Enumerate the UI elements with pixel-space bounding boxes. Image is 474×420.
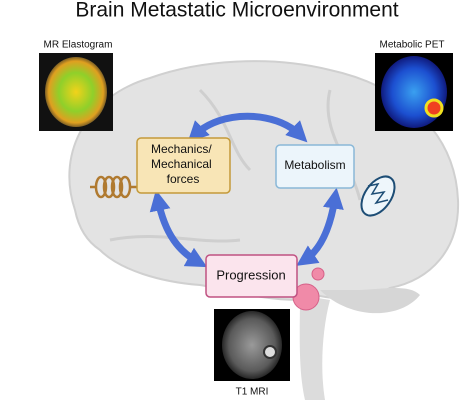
node-label: Metabolism	[284, 158, 345, 172]
node-line: forces	[167, 172, 200, 186]
node-label: Progression	[216, 267, 285, 282]
node-box	[205, 254, 298, 298]
node-box	[136, 137, 231, 194]
arrow	[187, 112, 308, 143]
arrows	[149, 112, 344, 268]
node-box	[275, 144, 355, 189]
pet-hotspot	[424, 98, 444, 118]
mri-lesion	[263, 345, 277, 359]
pet-brain	[381, 56, 447, 128]
arrow	[149, 189, 208, 268]
node-line: Mechanics/	[151, 142, 212, 156]
node-line: Mechanical	[151, 157, 212, 171]
image-label: T1 MRI	[236, 387, 269, 398]
arrow	[296, 187, 344, 266]
image-label: Metabolic PET	[379, 40, 444, 51]
elastogram-brain	[45, 57, 107, 127]
tumor-icon	[292, 267, 325, 311]
node-label: Mechanics/ Mechanical forces	[151, 142, 215, 186]
title: Brain Metastatic Microenvironment	[75, 0, 398, 22]
mri-brain	[222, 311, 282, 379]
spring-icon	[90, 175, 138, 199]
mitochondrion-icon	[360, 175, 396, 217]
image-label: MR Elastogram	[44, 40, 113, 51]
